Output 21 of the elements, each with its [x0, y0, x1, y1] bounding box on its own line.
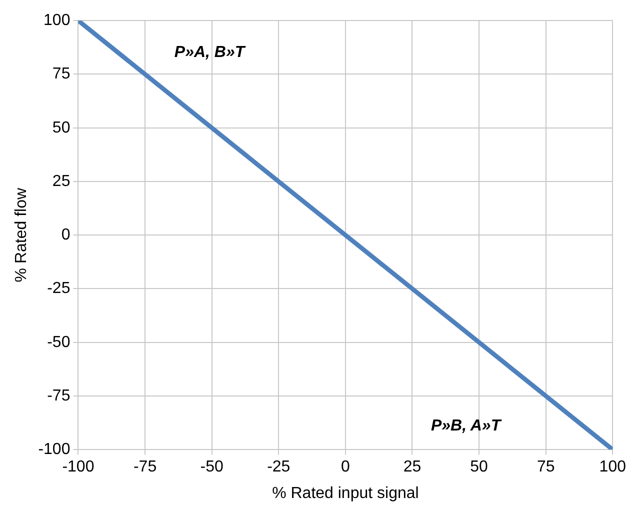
- y-tick-label: 100: [44, 12, 70, 30]
- x-tick-label: -25: [267, 458, 290, 476]
- x-tick-label: -50: [200, 458, 224, 476]
- annotation: P»B, A»T: [430, 417, 502, 434]
- x-tick-label: -75: [133, 458, 157, 476]
- annotation: P»A, B»T: [174, 44, 246, 62]
- x-tick-label: 100: [599, 458, 626, 476]
- y-tick-label: -50: [47, 334, 70, 351]
- y-tick-label: 75: [52, 66, 70, 83]
- y-axis-title: % Rated flow: [13, 188, 30, 282]
- y-tick-label: 50: [52, 119, 70, 136]
- x-tick-label: 75: [536, 458, 555, 476]
- y-tick-label: -75: [47, 387, 70, 404]
- y-tick-label: 0: [61, 226, 70, 244]
- y-tick-label: -25: [47, 280, 70, 298]
- x-axis-title: % Rated input signal: [272, 484, 419, 502]
- x-tick-label: 50: [470, 458, 488, 476]
- x-tick-label: 25: [403, 458, 422, 476]
- x-tick-label: 0: [340, 458, 350, 476]
- y-tick-label: -100: [38, 441, 70, 458]
- y-tick-label: 25: [52, 172, 70, 190]
